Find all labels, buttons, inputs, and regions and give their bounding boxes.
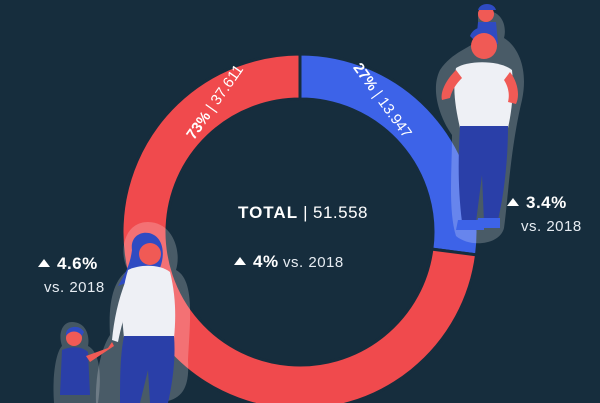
kid-hair: [478, 4, 496, 10]
father-shoes: [456, 218, 500, 230]
father-arm-right: [504, 72, 518, 104]
father-head: [471, 33, 497, 59]
child-head: [66, 330, 82, 346]
center-change-value: 4%: [253, 252, 279, 271]
center-change-suffix: vs. 2018: [283, 254, 344, 271]
left-change: 4.6%: [38, 255, 98, 273]
woman-shirt: [122, 265, 176, 338]
left-change-suffix: vs. 2018: [44, 279, 105, 296]
up-triangle-icon: [507, 198, 519, 206]
father-child-figure: [435, 4, 524, 244]
woman-with-child-figure: [53, 222, 191, 403]
woman-pants: [120, 336, 175, 403]
up-triangle-icon: [38, 259, 50, 267]
woman-head: [139, 243, 161, 265]
donut-slices: [120, 52, 480, 403]
total-value: 51.558: [313, 203, 369, 222]
right-change-value: 3.4%: [526, 193, 567, 212]
total-divider: |: [303, 203, 309, 222]
father-pants: [458, 126, 508, 222]
child-body: [60, 347, 90, 395]
father-arm-left: [441, 70, 462, 100]
woman-arm: [112, 280, 132, 342]
child-arm: [86, 342, 114, 362]
slice-red: [120, 52, 479, 403]
center-change: 4% vs. 2018: [234, 253, 344, 271]
right-change-suffix: vs. 2018: [521, 218, 582, 235]
father-shirt: [454, 62, 513, 128]
left-change-value: 4.6%: [57, 254, 98, 273]
up-triangle-icon: [234, 257, 246, 265]
child-hair: [66, 326, 84, 336]
total-title: TOTAL: [238, 203, 299, 222]
total-label: TOTAL | 51.558: [238, 204, 368, 221]
right-change: 3.4%: [507, 194, 567, 212]
